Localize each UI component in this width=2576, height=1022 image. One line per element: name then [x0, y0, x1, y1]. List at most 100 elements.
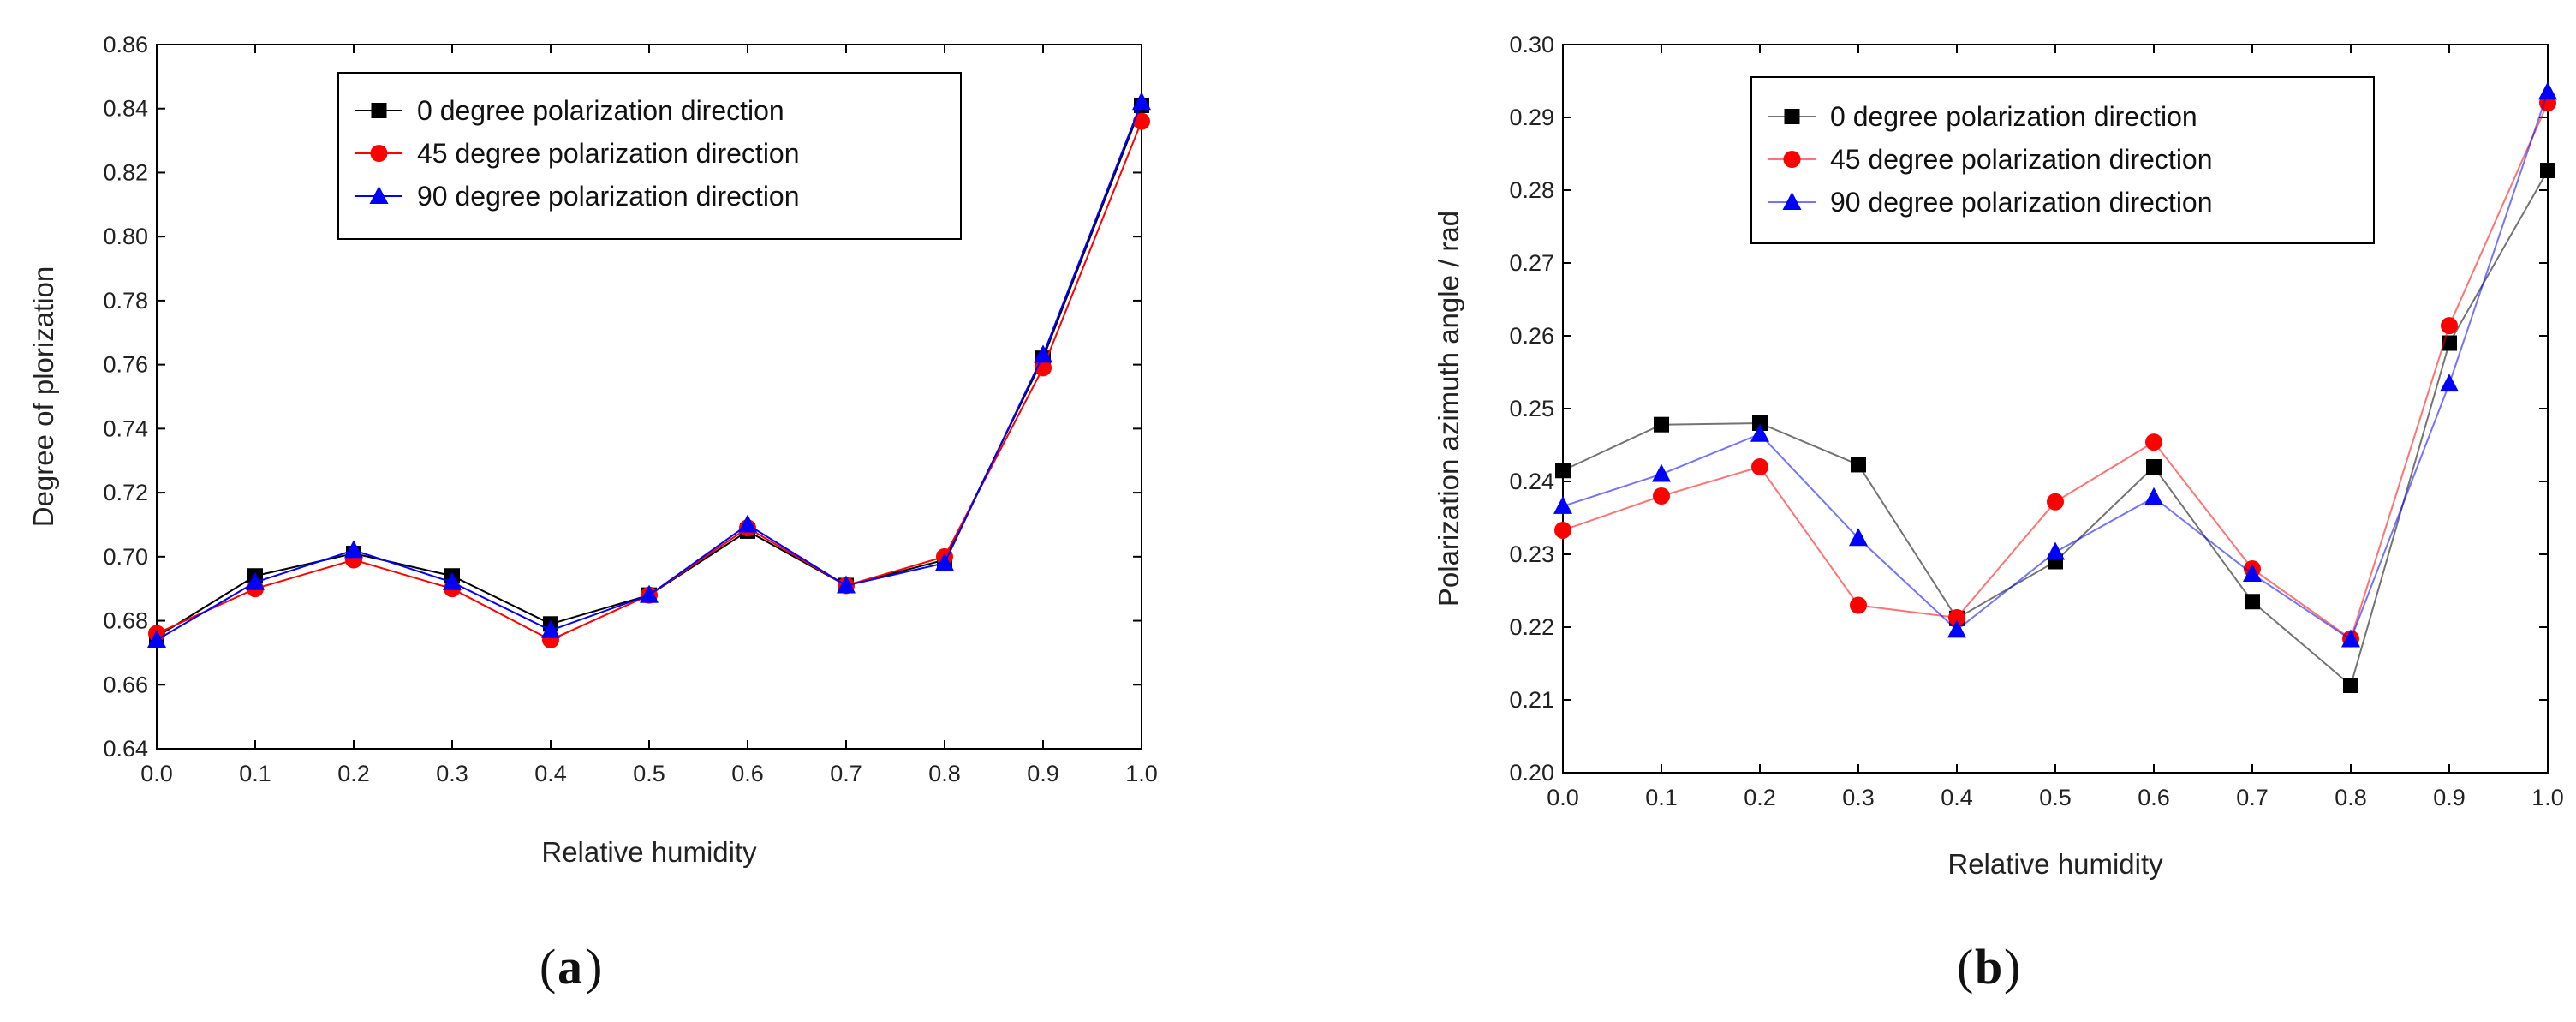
panel-label-a: ( a )	[540, 939, 602, 995]
data-point-a-2-10	[1132, 92, 1151, 111]
y-tick-label-b-5: 0.25	[1509, 396, 1554, 421]
series-line-b-0	[1562, 170, 2549, 687]
data-point-b-0-1	[1654, 416, 1669, 433]
legend-a: 0 degree polarization direction 45 degre…	[337, 72, 962, 240]
chart-b: 0.0 0.1 0.2 0.3 0.4 0.5 0.6 0.7 0.8 0.9 1.0 0.20 0.2…	[1433, 32, 2564, 995]
x-tick-label-a-0: 0.0	[140, 761, 173, 786]
x-tick-label-b-4: 0.4	[1941, 785, 1973, 810]
data-point-b-0-3	[1851, 457, 1866, 473]
y-tick-label-a-10: 0.84	[103, 96, 148, 122]
x-tick-label-b-2: 0.2	[1744, 785, 1776, 810]
y-tick-label-b-3: 0.23	[1509, 541, 1554, 567]
data-point-a-2-8	[935, 553, 954, 571]
data-point-b-0-0	[1555, 463, 1571, 479]
x-axis-label-b: Relative humidity	[1947, 848, 2163, 880]
data-point-a-2-6	[738, 514, 757, 533]
data-point-b-0-10	[2540, 163, 2555, 179]
y-axis-label-a: Degree of plorization	[27, 266, 59, 528]
data-point-a-1-10	[1133, 112, 1150, 130]
data-point-b-2-3	[1849, 528, 1868, 547]
y-tick-label-b-8: 0.28	[1509, 177, 1554, 203]
legend-marker-a-2	[369, 186, 389, 204]
data-point-b-2-0	[1553, 495, 1572, 514]
legend-entry-b-1: 45 degree polarization direction	[1768, 144, 2213, 175]
data-point-b-2-7	[2243, 563, 2262, 582]
data-point-b-1-0	[1554, 521, 1571, 539]
y-tick-label-a-7: 0.78	[103, 288, 148, 314]
y-tick-label-b-1: 0.21	[1509, 687, 1554, 713]
data-point-a-2-2	[344, 540, 363, 559]
x-tick-label-a-9: 0.9	[1027, 761, 1059, 786]
y-axis-label-b: Polarization azimuth angle / rad	[1433, 211, 1464, 607]
data-point-a-2-4	[541, 619, 560, 638]
y-tick-label-a-9: 0.82	[103, 159, 148, 185]
svg-text:(: (	[1957, 939, 1973, 995]
legend-marker-a-0	[371, 103, 387, 118]
x-tick-label-a-3: 0.3	[436, 761, 468, 786]
data-point-b-2-5	[2046, 541, 2065, 560]
legend-box-a	[337, 72, 962, 240]
data-point-b-2-2	[1750, 423, 1769, 442]
ticks-b: 0.0 0.1 0.2 0.3 0.4 0.5 0.6 0.7 0.8 0.9 1.0 0.20 0.2…	[1509, 32, 2563, 810]
legend-label-b-0: 0 degree polarization direction	[1830, 101, 2197, 132]
x-tick-label-b-3: 0.3	[1842, 785, 1875, 810]
data-point-b-2-6	[2144, 487, 2163, 505]
series-layer-b	[1553, 81, 2557, 693]
data-point-a-2-1	[246, 571, 265, 590]
x-tick-label-a-10: 1.0	[1125, 761, 1158, 786]
x-tick-label-a-1: 0.1	[239, 761, 271, 786]
data-point-b-0-8	[2343, 678, 2358, 693]
x-tick-label-b-5: 0.5	[2039, 785, 2072, 810]
panel-letter-a: a	[558, 939, 582, 995]
panel-letter-b: b	[1975, 939, 2002, 995]
legend-label-a-1: 45 degree polarization direction	[417, 138, 800, 169]
x-tick-label-a-5: 0.5	[633, 761, 665, 786]
legend-marker-b-0	[1784, 109, 1800, 124]
data-point-b-1-5	[2047, 493, 2064, 511]
x-tick-label-a-7: 0.7	[830, 761, 862, 786]
panel-label-b: ( b )	[1957, 939, 2020, 995]
x-tick-label-b-8: 0.8	[2334, 785, 2367, 810]
data-point-a-2-5	[640, 584, 659, 603]
y-tick-label-b-7: 0.27	[1509, 250, 1554, 276]
data-point-b-1-9	[2441, 317, 2458, 335]
legend-entry-b-0: 0 degree polarization direction	[1768, 101, 2197, 132]
y-tick-label-b-10: 0.30	[1509, 32, 1554, 57]
y-tick-label-b-0: 0.20	[1509, 760, 1554, 786]
data-point-a-2-3	[443, 571, 462, 590]
data-point-a-2-7	[837, 575, 856, 594]
legend-entry-a-1: 45 degree polarization direction	[355, 138, 800, 169]
data-point-b-2-1	[1652, 463, 1671, 482]
legend-box-b	[1750, 76, 2375, 244]
x-tick-label-a-8: 0.8	[928, 761, 961, 786]
chart-a: 0.0 0.1 0.2 0.3 0.4 0.5 0.6 0.7 0.8 0.9 1.0 0.64 0.6…	[27, 32, 1158, 995]
x-tick-label-b-9: 0.9	[2433, 785, 2466, 810]
legend-marker-b-2	[1782, 192, 1802, 210]
data-point-b-0-2	[1752, 415, 1768, 431]
y-tick-label-a-8: 0.80	[103, 224, 148, 249]
y-tick-label-b-6: 0.26	[1509, 323, 1554, 349]
x-tick-label-b-10: 1.0	[2531, 785, 2564, 810]
data-point-b-1-3	[1850, 596, 1867, 614]
data-point-b-2-4	[1947, 619, 1966, 638]
legend-marker-a-1	[370, 145, 388, 162]
x-axis-label-a: Relative humidity	[541, 836, 757, 868]
series-layer-a	[147, 92, 1151, 648]
x-tick-label-a-6: 0.6	[731, 761, 764, 786]
legend-entry-a-2: 90 degree polarization direction	[355, 181, 800, 212]
data-point-b-2-8	[2341, 629, 2360, 648]
legend-label-b-2: 90 degree polarization direction	[1830, 187, 2213, 218]
x-tick-label-b-1: 0.1	[1645, 785, 1678, 810]
y-tick-label-a-4: 0.72	[103, 480, 148, 505]
legend-b: 0 degree polarization direction 45 degre…	[1750, 76, 2375, 244]
y-tick-label-a-11: 0.86	[103, 32, 148, 57]
svg-text:): )	[586, 939, 602, 995]
data-point-b-1-1	[1653, 487, 1670, 505]
svg-text:): )	[2004, 939, 2020, 995]
svg-text:(: (	[540, 939, 556, 995]
x-tick-label-b-0: 0.0	[1547, 785, 1579, 810]
data-point-b-2-9	[2440, 374, 2459, 392]
data-point-b-0-7	[2245, 594, 2260, 610]
data-point-b-1-2	[1751, 458, 1768, 475]
